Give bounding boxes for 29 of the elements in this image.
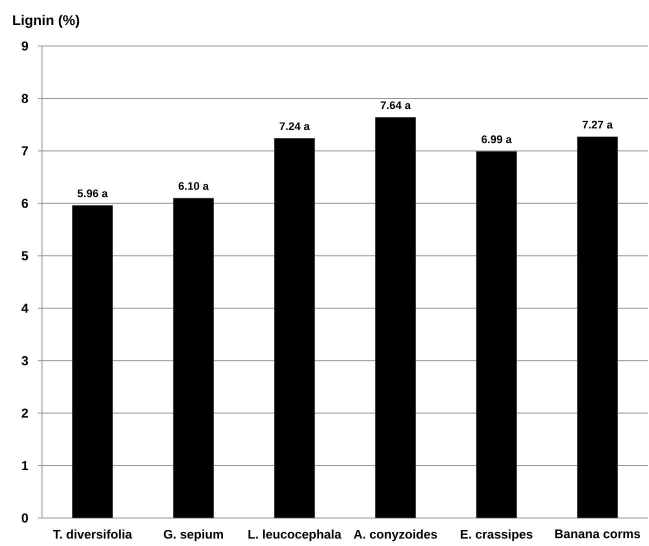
- y-axis-title: Lignin (%): [13, 14, 80, 28]
- data-label: 6.99 a: [482, 135, 512, 144]
- bar: [476, 151, 517, 518]
- y-tick-label: 3: [22, 356, 28, 366]
- data-label: 7.64 a: [380, 101, 411, 110]
- bar: [577, 136, 618, 518]
- x-tick-label: A. conyzoides: [354, 530, 438, 542]
- y-tick-label: 8: [22, 94, 28, 104]
- data-label: 6.10 a: [178, 182, 209, 190]
- y-tick-label: 7: [22, 146, 28, 156]
- y-tick-label: 2: [22, 408, 28, 418]
- bar: [173, 198, 214, 518]
- x-tick-label: G. sepium: [164, 530, 223, 542]
- y-tick-label: 0: [22, 513, 28, 523]
- data-label: 5.96 a: [78, 189, 108, 198]
- x-tick-label: T. diversifolia: [53, 530, 132, 539]
- y-tick-label: 6: [22, 198, 28, 208]
- y-tick-label: 4: [21, 304, 28, 313]
- y-tick-label: 5: [22, 251, 28, 260]
- bar: [274, 138, 315, 518]
- data-label: 7.24 a: [280, 122, 310, 130]
- bar: [72, 205, 113, 518]
- y-tick-label: 9: [22, 41, 28, 51]
- y-tick-label: 1: [22, 461, 28, 470]
- data-label: 7.27 a: [582, 120, 613, 129]
- bar: [375, 117, 416, 518]
- x-tick-label: E. crassipes: [460, 530, 532, 542]
- x-tick-label: Banana corms: [555, 530, 640, 538]
- x-tick-label: L. leucocephala: [248, 530, 342, 542]
